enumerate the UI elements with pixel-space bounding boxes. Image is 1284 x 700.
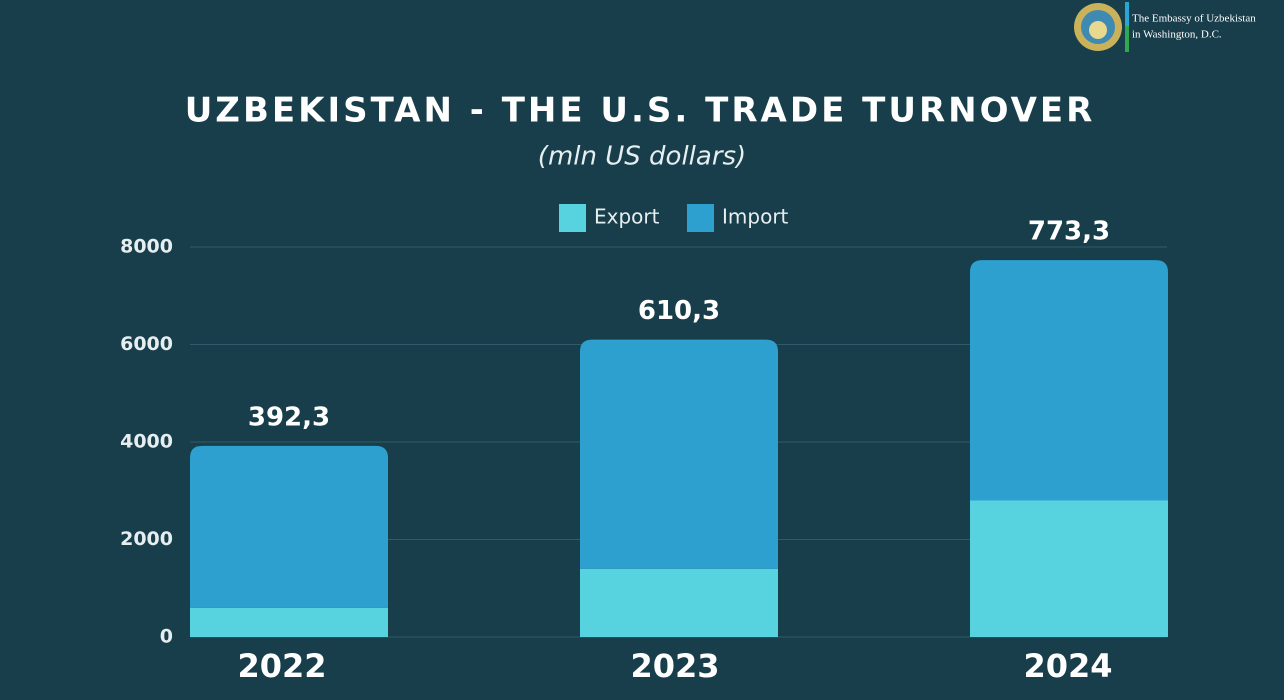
legend-label: Export — [594, 205, 660, 229]
y-tick-label: 8000 — [120, 236, 173, 258]
total-label: 610,3 — [638, 296, 720, 326]
bar-segment — [580, 339, 778, 569]
chart-title: UZBEKISTAN - THE U.S. TRADE TURNOVER — [185, 91, 1096, 131]
x-tick-label: 2022 — [237, 647, 326, 685]
bar-segment — [970, 260, 1168, 501]
bar-segment — [580, 568, 778, 637]
y-tick-label: 4000 — [120, 431, 173, 453]
legend-swatch — [687, 204, 714, 232]
y-tick-label: 0 — [160, 626, 173, 648]
chart-subtitle: (mln US dollars) — [538, 142, 746, 172]
total-label: 773,3 — [1028, 217, 1110, 247]
x-tick-label: 2024 — [1023, 647, 1112, 685]
bar-segment — [190, 607, 388, 637]
y-tick-label: 2000 — [120, 528, 173, 550]
y-tick-label: 6000 — [120, 333, 173, 355]
emblem — [1074, 2, 1129, 52]
legend-swatch — [559, 204, 586, 232]
total-label: 392,3 — [248, 402, 330, 432]
embassy-location: in Washington, D.C. — [1132, 29, 1222, 41]
bar-segment — [190, 445, 388, 608]
x-tick-label: 2023 — [630, 647, 719, 685]
embassy-name: The Embassy of Uzbekistan — [1132, 13, 1256, 25]
legend-label: Import — [722, 205, 789, 229]
bar-segment — [970, 500, 1168, 637]
